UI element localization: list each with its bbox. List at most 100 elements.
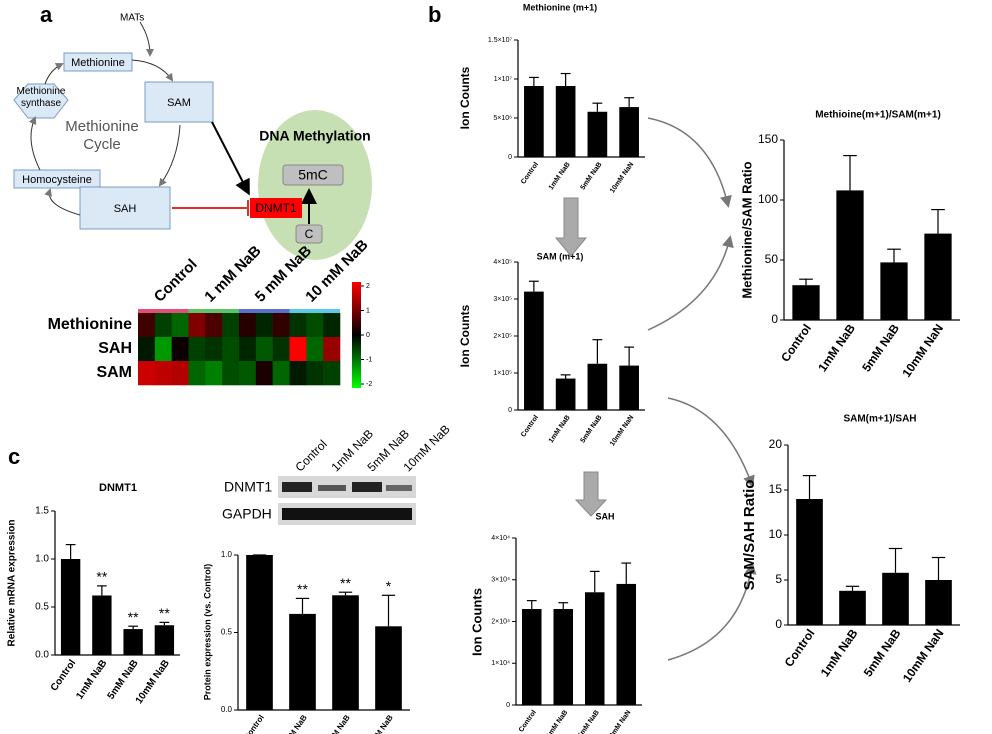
bar — [246, 555, 273, 710]
heat-cell — [154, 313, 172, 338]
arrow — [139, 21, 154, 57]
blot-row-label: GAPDH — [222, 506, 272, 522]
row-label: SAM — [96, 364, 132, 381]
heat-cell — [188, 361, 206, 386]
bar — [882, 572, 909, 625]
colorbar-label: 2 — [366, 283, 370, 290]
lane-label: Control — [292, 437, 329, 474]
y-tick-label: 4×10⁴ — [491, 535, 510, 542]
x-tick-label: 10mM NaN — [899, 322, 946, 380]
chart-title: SAM(m+1)/SAH — [843, 414, 916, 425]
group-strip — [239, 309, 290, 313]
x-tick-label: Control — [242, 713, 266, 734]
y-tick-label: 20 — [769, 437, 783, 451]
cycle-label: Methionine Cycle — [65, 118, 139, 153]
y-tick-label: 0.5 — [221, 628, 233, 637]
heat-cell — [289, 313, 307, 338]
arrow — [131, 59, 174, 82]
x-tick-label: 1mM NaB — [545, 709, 569, 734]
heat-cell — [272, 313, 290, 338]
band — [282, 482, 312, 492]
bar — [619, 107, 639, 157]
heat-cell — [306, 361, 324, 386]
colorbar — [352, 282, 361, 388]
chart-title: SAM (m+1) — [537, 251, 584, 261]
x-tick-label: 5mM NaB — [859, 321, 902, 374]
node-label: Homocysteine — [22, 174, 92, 186]
block-arrow — [554, 197, 588, 257]
x-tick-label: 5mM NaB — [106, 658, 141, 702]
node — [282, 164, 344, 186]
heat-cell — [255, 313, 273, 338]
x-tick-label: 1mM NaB — [548, 414, 572, 444]
curved-arrow — [647, 117, 732, 208]
y-tick-label: 1.0 — [221, 550, 233, 559]
y-tick-label: 150 — [758, 132, 778, 146]
x-tick-label: 5mM NaB — [577, 709, 601, 734]
bar — [584, 592, 605, 705]
x-tick-label: 5mM NaB — [579, 414, 603, 444]
y-tick-label: 1×10⁵ — [493, 370, 512, 377]
x-tick-label: 1mM NaB — [818, 626, 861, 679]
heat-cell — [306, 337, 324, 362]
y-axis-label: Ion Counts — [469, 588, 484, 656]
heat-cell — [171, 337, 189, 362]
node-label: SAM — [167, 97, 191, 109]
node-label: MATs — [120, 13, 144, 24]
bar — [792, 285, 820, 320]
heat-cell — [239, 313, 257, 338]
y-tick-label: 1.5 — [35, 506, 49, 517]
band — [352, 482, 382, 492]
bar — [289, 613, 316, 710]
heat-cell — [255, 361, 273, 386]
chart-title: Methionine (m+1) — [523, 2, 597, 12]
band — [282, 508, 412, 520]
colorbar-label: 0 — [366, 332, 370, 339]
bar — [587, 363, 608, 410]
heat-cell — [205, 313, 223, 338]
y-tick-label: 0 — [775, 617, 782, 631]
significance: ** — [297, 581, 308, 597]
bar — [375, 626, 402, 710]
heat-cell — [272, 361, 290, 386]
y-tick-label: 0.0 — [35, 650, 49, 661]
node — [295, 224, 323, 244]
row-label: Methionine — [48, 316, 133, 333]
y-tick-label: 15 — [769, 482, 783, 496]
node-label: SAH — [114, 203, 137, 215]
x-tick-label: 1mM NaB — [74, 658, 109, 702]
methionine-cycle: DNA Methylation 5mC C MATs Methionine SA… — [13, 13, 372, 260]
node-box: Methionine synthase — [16, 86, 66, 109]
y-axis-label: SAM/SAH Ratio — [741, 480, 758, 591]
heat-cell — [323, 313, 341, 338]
y-tick-label: 3×10⁵ — [493, 296, 512, 303]
bar — [839, 590, 866, 625]
group-label: Control — [151, 256, 201, 306]
heat-cell — [289, 361, 307, 386]
x-tick-label: 10mM NaB — [364, 713, 395, 734]
bar — [924, 233, 952, 320]
heat-cell — [171, 361, 189, 386]
significance: ** — [96, 569, 107, 585]
flow-arrows — [554, 117, 757, 661]
y-tick-label: 1×10⁴ — [491, 660, 510, 667]
x-tick-label: 5mM NaB — [861, 626, 904, 679]
heat-cell — [154, 361, 172, 386]
heat-cell — [255, 337, 273, 362]
y-axis-label: Methionine/SAM Ratio — [739, 161, 754, 298]
dna-label: DNA Methylation — [259, 128, 370, 144]
y-axis-label: Protein expression (vs. Control) — [202, 564, 212, 701]
y-tick-label: 5×10⁶ — [493, 115, 512, 122]
node — [13, 169, 101, 189]
colorbar-label: -1 — [366, 356, 372, 363]
arrow — [44, 63, 64, 85]
heat-cell — [222, 337, 240, 362]
chart-title: DNMT1 — [99, 482, 137, 494]
y-tick-label: 100 — [758, 192, 778, 206]
node-label: Methionine synthase — [16, 86, 66, 109]
node-label: 5mC — [298, 167, 328, 183]
node — [250, 198, 302, 218]
heat-cell — [188, 313, 206, 338]
heat-cell — [306, 313, 324, 338]
